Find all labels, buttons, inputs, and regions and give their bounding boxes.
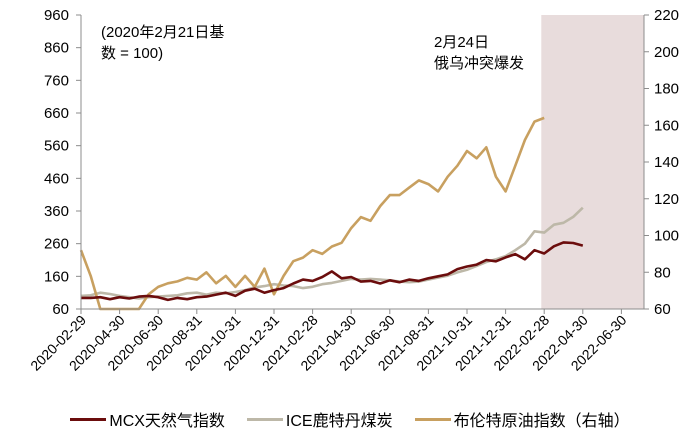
right-axis-tick-label: 60 bbox=[654, 301, 671, 318]
base-note-line1: (2020年2月21日基 bbox=[101, 24, 224, 41]
right-axis-tick-label: 180 bbox=[654, 81, 679, 98]
left-axis-tick-label: 160 bbox=[44, 268, 69, 285]
legend-swatch-icon bbox=[414, 417, 451, 421]
legend-swatch-icon bbox=[246, 417, 283, 421]
right-axis-tick-label: 200 bbox=[654, 44, 679, 61]
left-axis-tick-label: 760 bbox=[44, 72, 69, 89]
legend: MCX天然气指数 ICE鹿特丹煤炭 布伦特原油指数（右轴） bbox=[0, 407, 700, 431]
annotations: (2020年2月21日基 数 = 100) 2月24日 俄乌冲突爆发 bbox=[101, 24, 524, 72]
left-axis-tick-label: 660 bbox=[44, 105, 69, 122]
right-axis-tick-label: 120 bbox=[654, 191, 679, 208]
series-layer bbox=[79, 116, 584, 311]
right-axis-tick-label: 220 bbox=[654, 7, 679, 24]
left-axis-tick-label: 560 bbox=[44, 138, 69, 155]
series-line-2 bbox=[79, 116, 545, 311]
right-axis-tick-label: 80 bbox=[654, 264, 671, 281]
legend-item-mcx-gas: MCX天然气指数 bbox=[70, 407, 225, 431]
base-note-line2: 数 = 100) bbox=[101, 45, 163, 62]
line-chart: 60 160 260 360 460 560 660 760 860 960 60 80 100 120 1… bbox=[27, 7, 679, 374]
event-note-line2: 俄乌冲突爆发 bbox=[434, 55, 524, 72]
event-note-line1: 2月24日 bbox=[434, 34, 489, 51]
left-axis-tick-label: 60 bbox=[52, 301, 69, 318]
series-line-0 bbox=[81, 241, 584, 302]
left-axis-tick-label: 460 bbox=[44, 170, 69, 187]
left-axis-tick-label: 260 bbox=[44, 236, 69, 253]
right-axis-tick-label: 100 bbox=[654, 228, 679, 245]
legend-label: MCX天然气指数 bbox=[109, 413, 225, 430]
right-axis-tick-label: 140 bbox=[654, 154, 679, 171]
left-axis-tick-label: 360 bbox=[44, 203, 69, 220]
series-line-1 bbox=[80, 206, 584, 300]
legend-swatch-icon bbox=[70, 417, 107, 421]
legend-item-ice-coal: ICE鹿特丹煤炭 bbox=[246, 407, 393, 431]
conflict-shaded-region bbox=[541, 15, 644, 309]
legend-label: 布伦特原油指数（右轴） bbox=[453, 413, 630, 430]
left-axis-tick-label: 860 bbox=[44, 40, 69, 57]
legend-item-brent: 布伦特原油指数（右轴） bbox=[414, 407, 630, 431]
right-axis-tick-label: 160 bbox=[654, 117, 679, 134]
left-axis-tick-label: 960 bbox=[44, 7, 69, 24]
legend-label: ICE鹿特丹煤炭 bbox=[285, 413, 393, 430]
